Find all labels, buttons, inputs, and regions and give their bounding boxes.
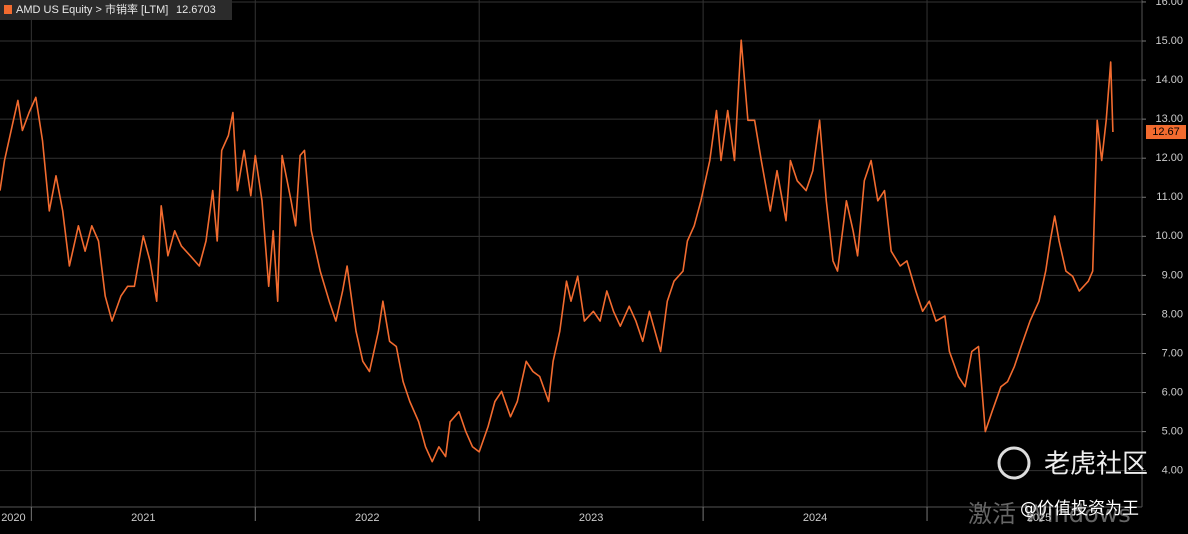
x-tick-label: 2022 (355, 512, 379, 524)
y-tick-label: 13.00 (1155, 113, 1183, 125)
legend-swatch (4, 5, 12, 14)
watermark-logo (997, 446, 1031, 480)
x-tick-label: 2024 (803, 512, 827, 524)
x-tick-label: 2025 (1027, 512, 1051, 524)
legend-label: AMD US Equity > 市销率 [LTM] (16, 2, 168, 16)
y-tick-label: 4.00 (1162, 465, 1183, 477)
y-tick-label: 9.00 (1162, 269, 1183, 281)
y-tick-label: 14.00 (1155, 74, 1183, 86)
watermark: 激活 Windows (968, 500, 1131, 528)
watermark: 老虎社区 (1044, 450, 1148, 480)
y-tick-label: 15.00 (1155, 35, 1183, 47)
grid (0, 0, 1142, 507)
y-tick-label: 5.00 (1162, 426, 1183, 438)
x-tick-label: 2021 (131, 512, 155, 524)
watermark: @价值投资为王 (1020, 499, 1139, 519)
plot-area (0, 39, 1114, 463)
y-tick-label: 8.00 (1162, 308, 1183, 320)
y-tick-label: 12.00 (1155, 152, 1183, 164)
legend-value: 12.6703 (176, 4, 216, 16)
x-tick-label: 2023 (579, 512, 603, 524)
y-tick-label: 6.00 (1162, 386, 1183, 398)
x-tick-label: 2020 (1, 512, 25, 524)
y-tick-label: 16.00 (1155, 0, 1183, 8)
y-tick-label: 10.00 (1155, 230, 1183, 242)
y-tick-label: 7.00 (1162, 347, 1183, 359)
y-tick-label: 11.00 (1156, 191, 1183, 203)
legend-box (0, 0, 232, 20)
last-value-box (1146, 125, 1186, 140)
last-value-label: 12.67 (1152, 126, 1180, 138)
series-line (0, 39, 1114, 463)
